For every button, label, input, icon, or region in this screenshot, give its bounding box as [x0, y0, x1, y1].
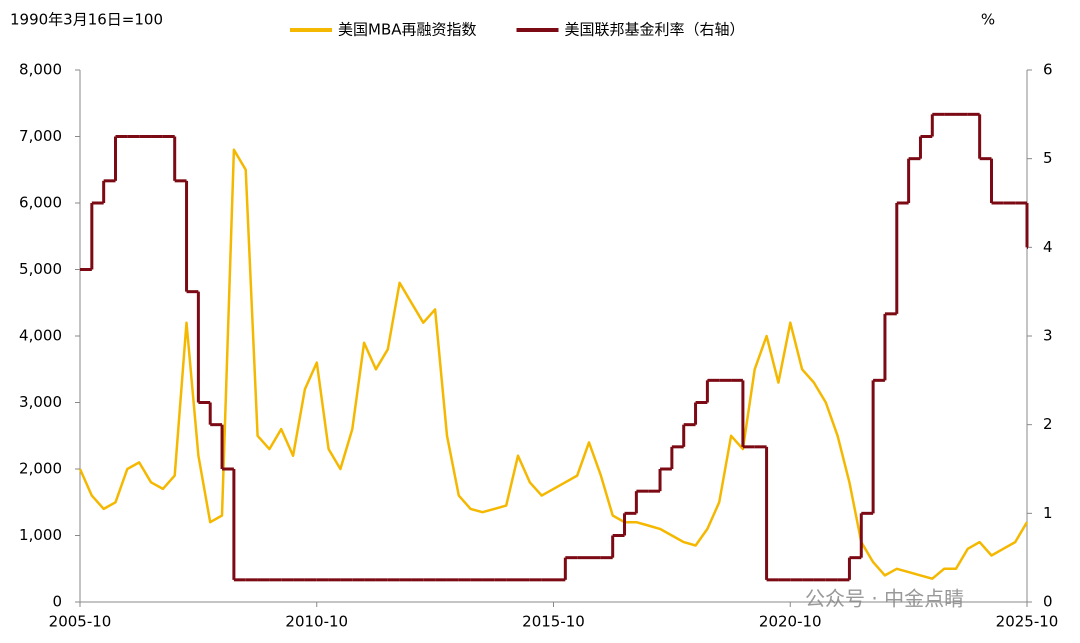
y2-tick-label: 6 — [1043, 61, 1053, 79]
y-tick-label: 2,000 — [19, 460, 62, 478]
y-tick-label: 1,000 — [19, 526, 62, 544]
y-tick-label: 5,000 — [19, 260, 62, 278]
x-tick-label: 2020-10 — [759, 613, 822, 631]
y-tick-label: 8,000 — [19, 61, 62, 79]
x-tick-label: 2005-10 — [49, 613, 112, 631]
legend-label: 美国MBA再融资指数 — [338, 21, 477, 39]
series-line — [78, 148, 1029, 580]
y2-tick-label: 4 — [1043, 238, 1053, 256]
y-tick-label: 3,000 — [19, 393, 62, 411]
x-tick-label: 2015-10 — [522, 613, 585, 631]
y2-tick-label: 3 — [1043, 327, 1053, 345]
y2-tick-label: 1 — [1043, 504, 1053, 522]
watermark: 公众号 · 中金点睛 — [805, 587, 964, 611]
y2-tick-label: 0 — [1043, 593, 1053, 611]
legend-label: 美国联邦基金利率（右轴） — [565, 21, 745, 39]
x-tick-label: 2010-10 — [285, 613, 348, 631]
y2-tick-label: 2 — [1043, 415, 1053, 433]
y-tick-label: 4,000 — [19, 327, 62, 345]
y-tick-label: 6,000 — [19, 194, 62, 212]
y2-tick-label: 5 — [1043, 149, 1053, 167]
x-tick-label: 2025-10 — [996, 613, 1059, 631]
y-unit-label: 1990年3月16日=100 — [10, 11, 163, 29]
y-tick-label: 7,000 — [19, 127, 62, 145]
y2-unit-label: % — [981, 11, 995, 29]
y-tick-label: 0 — [52, 593, 62, 611]
